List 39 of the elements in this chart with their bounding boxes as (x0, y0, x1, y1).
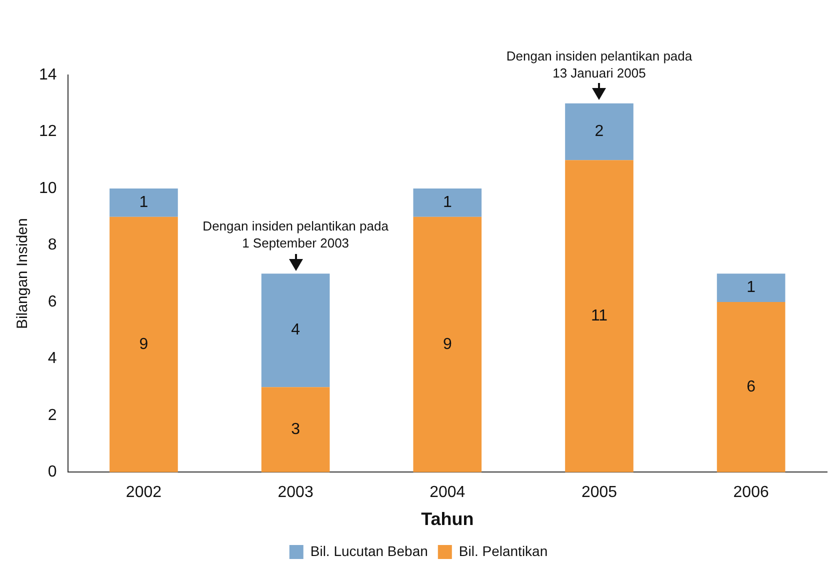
data-label: 2 (594, 123, 604, 140)
data-label: 6 (746, 378, 756, 396)
bar (716, 274, 786, 302)
bar (565, 160, 634, 472)
y-tick-label: 10 (39, 180, 57, 197)
legend-label: Bil. Lucutan Beban (310, 542, 428, 559)
y-tick-label: 0 (48, 464, 57, 481)
y-tick-label: 8 (48, 236, 57, 254)
data-label: 3 (291, 421, 300, 438)
data-label: 1 (746, 279, 756, 296)
x-axis-title: Tahun (421, 509, 474, 530)
bar (413, 216, 482, 472)
bar (413, 188, 482, 217)
x-tick-label: 2004 (430, 484, 466, 502)
y-axis-title: Bilangan Insiden (14, 218, 32, 330)
y-tick-label: 12 (39, 123, 57, 140)
bar (565, 103, 634, 160)
x-tick-label: 2002 (126, 484, 162, 502)
x-tick-label: 2003 (278, 484, 314, 502)
bar (261, 387, 330, 472)
y-tick-label: 6 (48, 293, 57, 310)
data-label: 9 (139, 336, 148, 353)
data-label: 1 (139, 194, 148, 212)
y-tick-label: 2 (48, 406, 57, 424)
annotation: Dengan insiden pelantikan pada 1 September 2003 (202, 218, 390, 251)
bar (716, 302, 786, 472)
data-label: 11 (590, 308, 608, 325)
data-label: 9 (442, 336, 452, 353)
y-tick-label: 14 (39, 66, 57, 84)
bar (261, 274, 330, 388)
bar (110, 216, 178, 472)
data-label: 4 (291, 322, 300, 339)
x-tick-label: 2006 (733, 484, 769, 502)
data-label: 1 (442, 194, 452, 212)
legend-label: Bil. Pelantikan (458, 542, 548, 559)
annotation: Dengan insiden pelantikan pada 13 Januari 2005 (506, 48, 693, 80)
y-tick-label: 4 (48, 350, 57, 368)
bar (110, 188, 178, 217)
x-tick-label: 2005 (581, 484, 618, 502)
